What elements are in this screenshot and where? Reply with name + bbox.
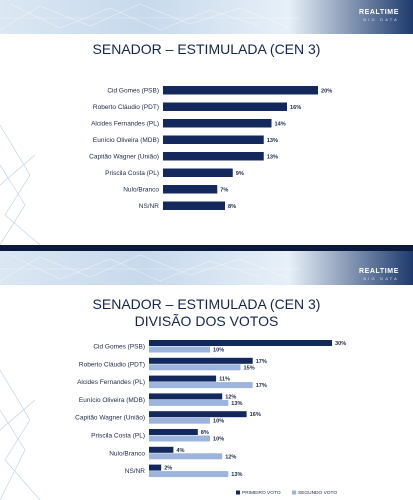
data-label: 13% [267, 154, 278, 160]
data-label: 30% [335, 341, 346, 347]
category-label: Cid Gomes (PSB) [93, 344, 145, 351]
category-label: Priscila Costa (PL) [91, 433, 145, 440]
brand-logo: REALTIME BIG DATA [359, 9, 399, 22]
bar-primeiro-voto [149, 340, 332, 346]
bar [163, 201, 225, 210]
bar [163, 102, 287, 111]
data-label: 12% [225, 454, 236, 460]
data-label: 2% [164, 466, 172, 472]
brand-subtitle: BIG DATA [363, 17, 399, 22]
brand-logo: REALTIME BIG DATA [359, 268, 399, 281]
bar-primeiro-voto [149, 411, 247, 418]
category-label: Alcides Fernandes (PL) [91, 121, 159, 128]
data-label: 9% [236, 171, 244, 177]
category-label: Roberto Cláudio (PDT) [79, 361, 145, 368]
bar-primeiro-voto [149, 446, 174, 453]
category-label: NS/NR [125, 468, 146, 475]
category-label: Nulo/Branco [123, 187, 159, 194]
category-label: Nulo/Branco [109, 450, 145, 457]
bar [163, 185, 218, 194]
data-label: 7% [220, 187, 228, 193]
data-label: 13% [267, 138, 278, 144]
slide-2: REALTIME BIG DATA SENADOR – ESTIMULADA (… [0, 251, 413, 500]
data-label: 14% [275, 121, 286, 127]
header-network-graphic [0, 254, 300, 282]
bar-segundo-voto [149, 346, 210, 353]
bar [163, 119, 272, 128]
data-label: 10% [213, 348, 224, 354]
bar-segundo-voto [149, 453, 223, 460]
category-label: Priscila Costa (PL) [105, 170, 159, 177]
data-label: 11% [219, 377, 230, 383]
bar [163, 86, 318, 95]
bar-segundo-voto [149, 417, 210, 424]
slide-divider [0, 245, 413, 251]
bar-segundo-voto [149, 471, 229, 478]
bar-primeiro-voto [149, 375, 217, 382]
bar-segundo-voto [149, 435, 210, 442]
bar-segundo-voto [149, 382, 253, 389]
chart-subtitle: DIVISÃO DOS VOTOS [134, 313, 279, 329]
chart-1: Cid Gomes (PSB) 20% Roberto Cláudio (PDT) 1… [89, 86, 332, 210]
data-label: 10% [213, 437, 224, 443]
header-band [0, 251, 413, 285]
data-label: 8% [228, 204, 236, 210]
data-label: 17% [256, 359, 267, 365]
data-label: 15% [244, 365, 255, 371]
bar-primeiro-voto [149, 464, 162, 471]
legend-label: PRIMEIRO VOTO [242, 490, 281, 496]
category-label: Eunício Oliveira (MDB) [79, 397, 145, 404]
chart-2: Cid Gomes (PSB) 30% 10% Roberto Cláudio (PD… [75, 340, 346, 496]
legend-swatch [236, 490, 240, 495]
data-label: 20% [321, 88, 332, 94]
data-label: 13% [231, 472, 242, 478]
data-label: 10% [213, 419, 224, 425]
category-label: Alcides Fernandes (PL) [77, 379, 145, 386]
category-label: Roberto Cláudio (PDT) [93, 104, 159, 111]
brand-subtitle: BIG DATA [363, 276, 399, 281]
data-label: 13% [231, 401, 242, 407]
category-label: Capitão Wagner (União) [89, 154, 159, 161]
legend-label: SEGUNDO VOTO [298, 490, 337, 496]
chart-title: SENADOR – ESTIMULADA (CEN 3) [92, 296, 321, 312]
header-band [0, 0, 413, 34]
bar [163, 135, 264, 144]
category-label: NS/NR [139, 203, 160, 210]
slide-1: REALTIME BIG DATA SENADOR – ESTIMULADA (… [0, 0, 413, 245]
data-label: 4% [176, 448, 184, 454]
legend-swatch [292, 490, 296, 495]
bar [163, 152, 264, 161]
brand-name: REALTIME [358, 268, 399, 275]
category-label: Capitão Wagner (União) [75, 415, 145, 422]
data-label: 16% [250, 412, 261, 418]
bar [163, 168, 233, 177]
data-label: 17% [256, 383, 267, 389]
bar-primeiro-voto [149, 429, 198, 435]
side-decoration [0, 124, 41, 245]
category-label: Cid Gomes (PSB) [107, 88, 159, 95]
category-label: Eunício Oliveira (MDB) [93, 137, 159, 144]
bar-primeiro-voto [149, 393, 223, 400]
bar-primeiro-voto [149, 357, 253, 364]
brand-name: REALTIME [358, 9, 399, 16]
chart-title: SENADOR – ESTIMULADA (CEN 3) [92, 41, 321, 57]
header-network-graphic [0, 3, 300, 31]
side-decoration [0, 369, 41, 500]
bar-segundo-voto [149, 364, 241, 371]
bar-segundo-voto [149, 399, 229, 406]
data-label: 12% [225, 394, 236, 400]
data-label: 16% [290, 105, 301, 111]
data-label: 8% [201, 430, 209, 436]
